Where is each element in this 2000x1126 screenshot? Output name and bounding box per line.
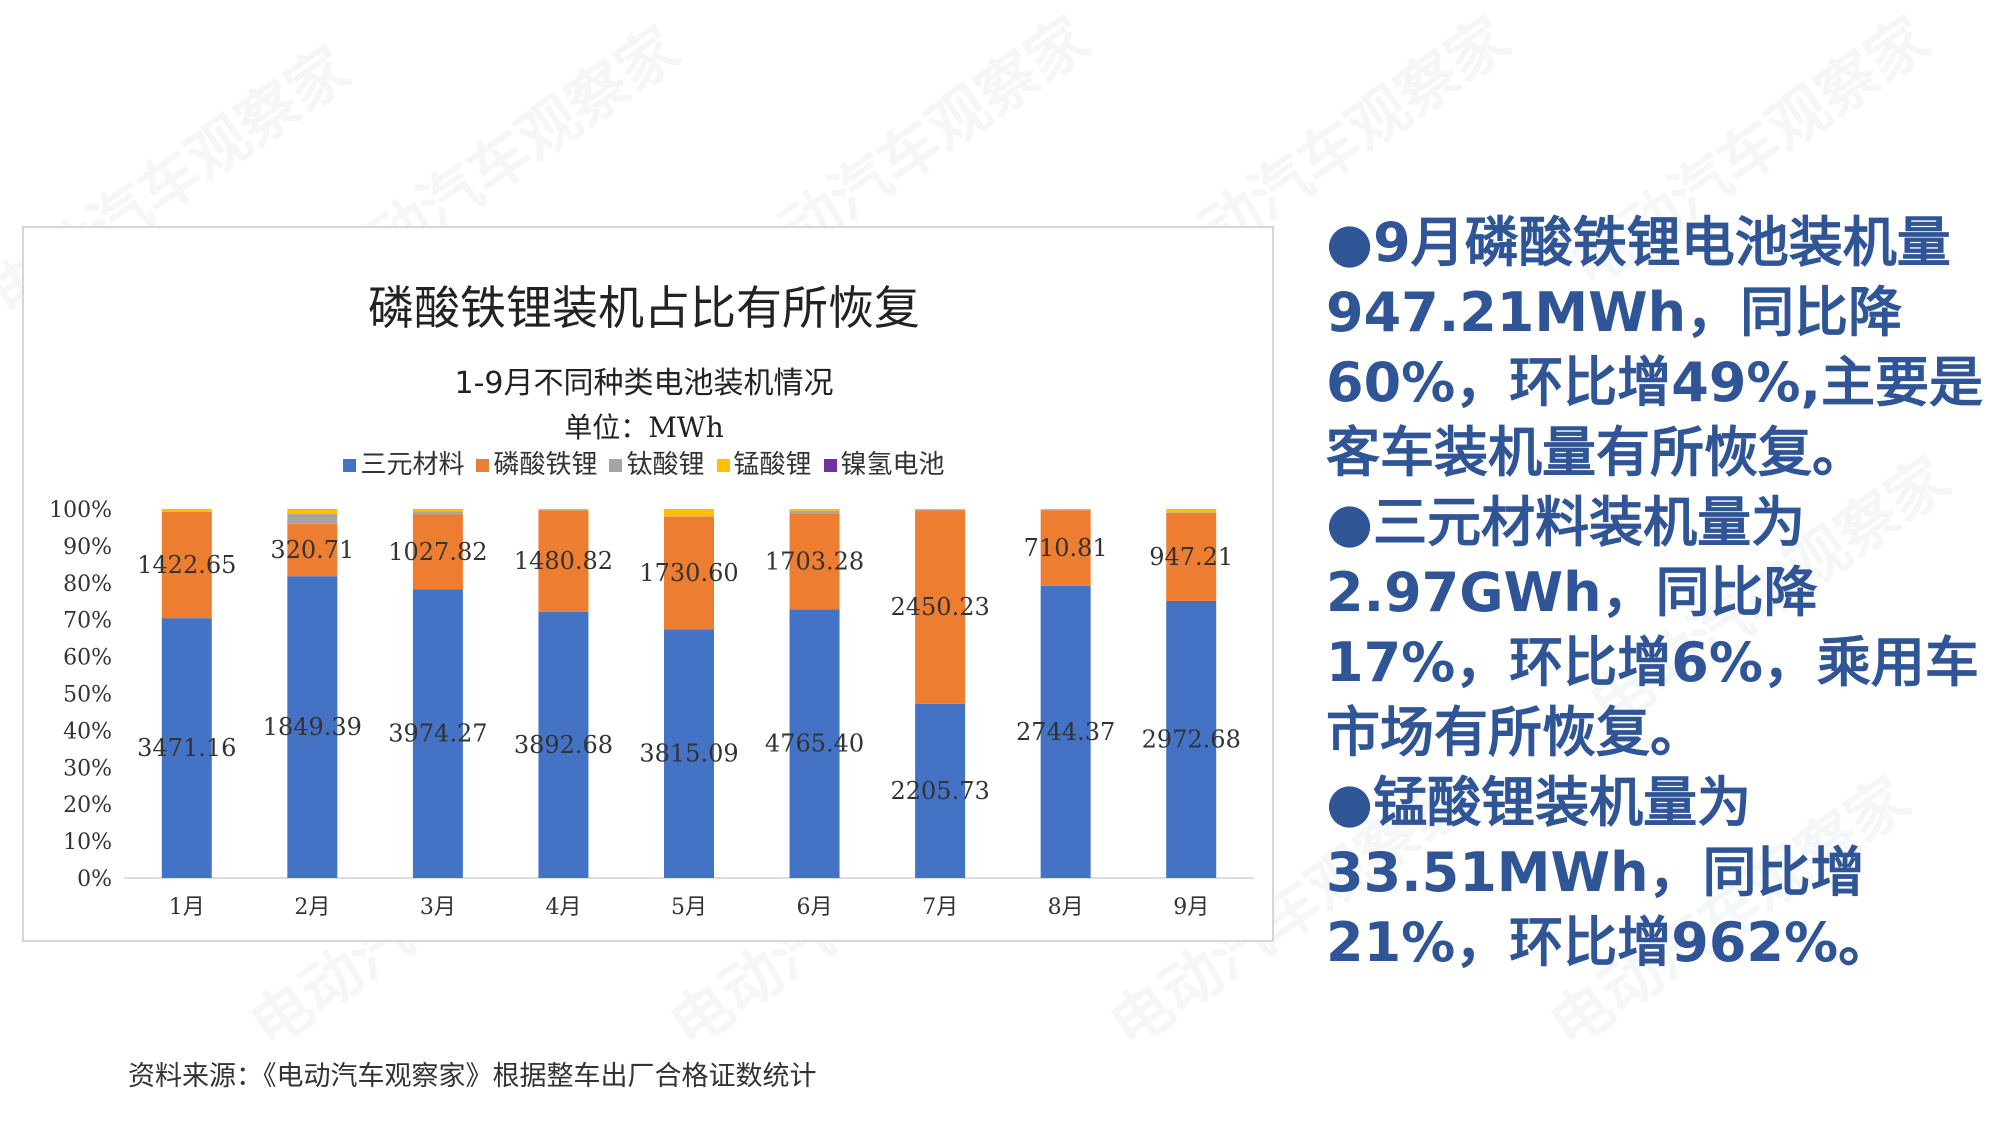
y-tick-label: 30% [63,756,112,781]
data-label: 1730.60 [639,559,738,587]
bar-segment [915,509,966,511]
bar-segment [915,510,966,704]
y-tick-label: 80% [63,572,112,597]
legend-label: 钛酸锂 [626,450,705,480]
data-label: 2972.68 [1142,725,1241,753]
legend-item: 镍氢电池 [823,444,945,481]
legend-swatch [823,459,837,472]
y-tick-label: 50% [63,683,112,708]
legend-label: 锰酸锂 [733,450,812,480]
data-label: 2450.23 [890,593,989,621]
bar-segment [789,609,840,878]
x-tick-label: 7月 [922,895,958,920]
bar-segment [412,589,463,878]
chart-title: 磷酸铁锂装机占比有所恢复 [368,281,920,335]
bar-segment [915,703,966,878]
bar-segment [1040,585,1091,878]
y-tick-label: 70% [63,609,112,634]
y-tick-label: 20% [63,793,112,818]
bar-segment [664,509,714,517]
legend-item: 三元材料 [343,444,464,481]
y-tick-label: 90% [63,535,112,560]
data-label: 3974.27 [388,720,487,748]
x-tick-label: 3月 [420,895,456,920]
chart-panel: 磷酸铁锂装机占比有所恢复 1-9月不同种类电池装机情况 单位：MWh 三元材料磷… [22,226,1274,942]
bullet-ternary: ●三元材料装机量为2.97GWh，同比降17%，环比增6%，乘用车市场有所恢复。 [1326,491,1979,764]
bar-segment [1040,509,1091,511]
legend-label: 磷酸铁锂 [493,450,598,480]
chart-unit: 单位：MWh [564,411,724,444]
x-tick-label: 1月 [169,895,205,920]
data-label: 1422.65 [137,551,236,579]
bar-segment [538,611,589,878]
legend-swatch [609,459,623,472]
x-tick-label: 9月 [1173,895,1209,920]
x-tick-label: 4月 [545,895,581,920]
x-tick-label: 2月 [294,895,330,920]
bar-segment [1166,512,1217,601]
data-label: 3471.16 [137,734,236,762]
x-tick-label: 8月 [1048,895,1084,920]
bar-segment [664,516,714,630]
data-label: 1027.82 [388,538,487,566]
bar-segment [412,511,463,515]
bar-segment [287,509,338,515]
y-tick-label: 0% [77,867,112,892]
chart-legend: 三元材料 磷酸铁锂 钛酸锂 锰酸锂 镍氢电池 [24,444,1264,481]
legend-label: 三元材料 [360,450,465,480]
data-label: 1480.82 [514,547,613,575]
bar-segment [1166,509,1217,513]
legend-swatch [343,459,357,472]
y-tick-label: 10% [63,830,112,855]
bar-segment [412,509,463,512]
source-note: 资料来源：《电动汽车观察家》根据整车出厂合格证数统计 [128,1061,817,1092]
legend-item: 磷酸铁锂 [476,444,597,481]
bullet-lmo: ●锰酸锂装机量为33.51MWh，同比增21%，环比增962%。 [1326,771,1893,974]
bar-segment [287,576,338,878]
bar-segment [161,511,212,619]
legend-item: 锰酸锂 [716,444,812,481]
bar-segment [412,514,463,590]
data-label: 710.81 [1024,534,1108,562]
legend-swatch [476,459,490,472]
x-tick-label: 6月 [797,895,833,920]
bar-segment [789,509,840,511]
data-label: 320.71 [270,536,354,564]
bar-segment [538,509,589,511]
legend-label: 镍氢电池 [840,450,945,480]
data-label: 1703.28 [765,547,864,575]
y-tick-label: 60% [63,646,112,671]
bar-segment [1040,510,1091,586]
bar-segment [789,510,840,514]
data-label: 3892.68 [514,731,613,759]
bar-segment [1040,509,1091,510]
legend-swatch [716,459,730,472]
x-tick-label: 5月 [671,895,707,920]
bar-segment [161,509,212,512]
bullet-lfp: ●9月磷酸铁锂电池装机量947.21MWh，同比降60%，环比增49%,主要是客… [1326,211,1984,484]
data-label: 947.21 [1149,543,1233,571]
legend-item: 钛酸锂 [609,444,705,481]
bar-segment [664,629,714,878]
bar-segment [538,510,589,612]
bar-segment [287,523,338,577]
bar-segment [287,514,338,524]
data-label: 2744.37 [1016,718,1115,746]
stacked-bar-chart: 0% 10% 20% 30% 40% 50% 60% 70% 80% 90% 100% 3471.16… [49,498,1254,920]
chart-subtitle: 1-9月不同种类电池装机情况 [454,366,834,401]
data-label: 4765.40 [765,730,864,758]
commentary: ●9月磷酸铁锂电池装机量947.21MWh，同比降60%，环比增49%,主要是客… [1326,208,1986,978]
bar-segment [1166,600,1217,878]
bar-segment [789,513,840,610]
data-label: 3815.09 [639,740,738,768]
y-tick-label: 100% [49,498,112,523]
data-label: 2205.73 [890,777,989,805]
bar-segment [161,618,212,878]
data-label: 1849.39 [263,713,362,741]
y-tick-label: 40% [63,719,112,744]
